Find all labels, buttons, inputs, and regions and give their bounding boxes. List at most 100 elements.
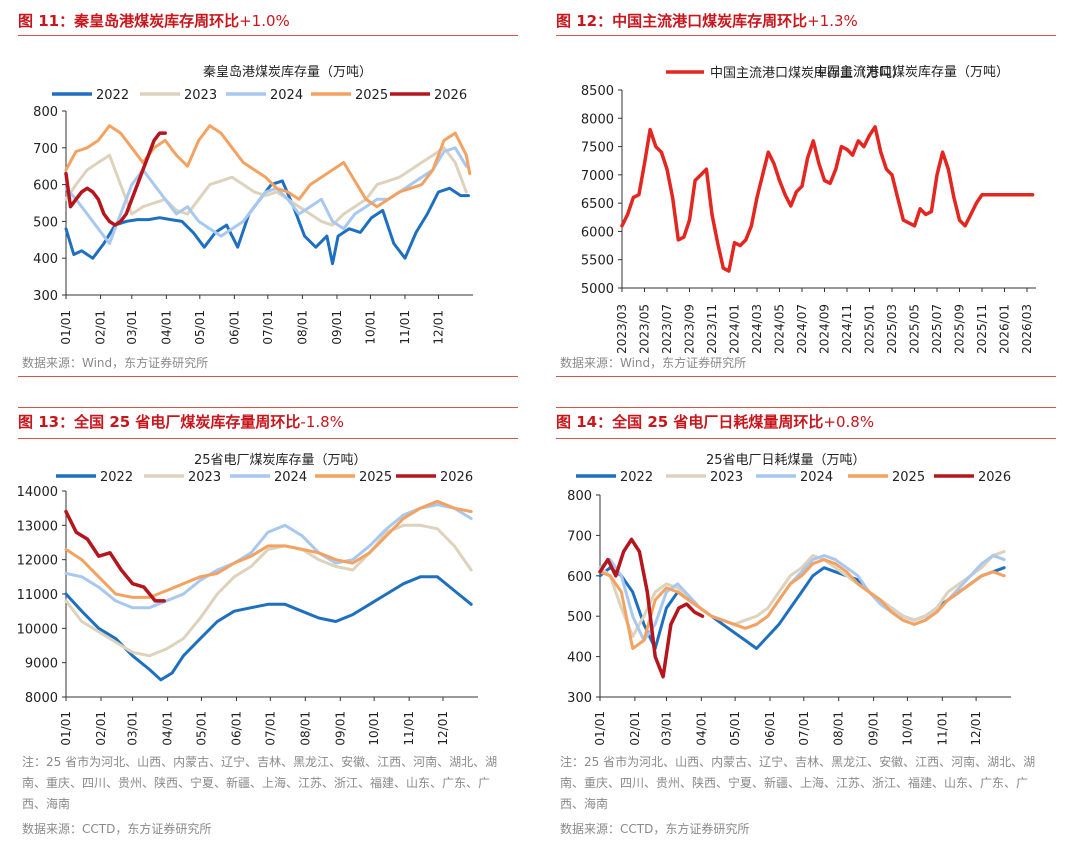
y-tick-label: 12000 [18,554,58,569]
chart-title: 秦皇岛港煤炭库存量（万吨） [203,64,372,80]
legend-label: 2025 [359,470,392,485]
y-tick-label: 9000 [25,657,58,672]
legend-label: 2024 [270,88,303,103]
x-tick-label: 02/01 [628,711,642,746]
x-tick-label: 2023/07 [660,304,674,354]
chart-main-port-inventory: 中国主流港口煤炭库存量（万吨） 5000 5500 6000 6500 7000 7500 8… [581,64,1036,354]
x-tick-label: 03/01 [659,711,673,746]
x-tick-label: 2023/11 [705,304,719,354]
x-tick-label: 2024/01 [728,304,742,354]
y-tick-label: 800 [567,489,592,504]
x-tick-label: 2024/09 [818,304,832,354]
legend-label: 2024 [800,470,833,485]
legend-label: 2026 [440,470,473,485]
source-note: 数据来源：CCTD，东方证券研究所 [22,822,212,836]
legend-label: 2024 [274,470,307,485]
x-tick-label: 11/01 [935,711,949,746]
title-divider [556,35,1056,36]
x-tick-label: 2026/03 [1020,304,1034,354]
legend-label: 2022 [620,470,653,485]
y-tick-label: 400 [567,651,592,666]
x-tick-label: 04/01 [161,711,175,746]
x-tick-label: 2025/11 [975,304,989,354]
y-tick-label: 8500 [581,84,614,99]
y-tick-label: 700 [33,142,58,157]
chart-title: 25省电厂日耗煤量（万吨） [706,453,866,468]
y-tick-label: 300 [567,691,592,706]
legend-label: 2022 [96,88,129,103]
series-line-2023 [64,523,473,658]
x-tick-label: 01/01 [59,711,73,746]
title-divider [556,407,1056,408]
province-note: 注：25 省市为河北、山西、内蒙古、辽宁、吉林、黑龙江、安徽、江西、河南、湖北、… [22,755,498,811]
title-divider [18,35,518,36]
series-line-2025 [64,499,473,599]
x-tick-label: 2025/05 [908,304,922,354]
x-tick-label: 10/01 [367,711,381,746]
x-tick-label: 05/01 [193,310,207,345]
x-tick-label: 09/01 [333,711,347,746]
y-tick-label: 800 [33,105,58,120]
x-tick-label: 05/01 [194,711,208,746]
chart-title: 中国主流港口煤炭库存量（万吨） [814,64,1009,80]
y-tick-label: 5500 [581,254,614,269]
source-note: 数据来源：CCTD，东方证券研究所 [560,822,750,836]
x-tick-label: 02/01 [94,711,108,746]
legend-label: 2023 [710,470,743,485]
x-tick-label: 06/01 [763,711,777,746]
x-tick-label: 02/01 [94,310,108,345]
series-line-2026 [598,537,705,679]
x-tick-label: 09/01 [330,310,344,345]
x-tick-label: 09/01 [867,711,881,746]
series-line-2025 [598,558,1006,650]
legend-label: 2026 [434,88,467,103]
figure-title: 图 13：全国 25 省电厂煤炭库存量周环比-1.8% [18,413,344,431]
series-line-2026 [64,509,166,603]
y-tick-label: 6500 [581,197,614,212]
series-line-2022 [64,575,473,682]
series-line-2024 [64,503,473,610]
chart-title: 25省电厂煤炭库存量（万吨） [194,452,367,468]
y-tick-label: 13000 [18,519,58,534]
x-tick-label: 01/01 [593,711,607,746]
bottom-divider [556,376,1056,377]
y-tick-label: 6000 [581,225,614,240]
y-tick-label: 600 [567,570,592,585]
y-tick-label: 400 [33,252,58,267]
bottom-divider [18,376,518,377]
legend-label: 2026 [978,470,1011,485]
x-tick-label: 2023/05 [638,304,652,354]
x-tick-label: 12/01 [969,711,983,746]
x-tick-label: 03/01 [125,310,139,345]
y-tick-label: 500 [567,610,592,625]
x-tick-label: 06/01 [227,310,241,345]
x-tick-label: 01/01 [59,310,73,345]
x-tick-label: 12/01 [436,711,450,746]
series-line-2023 [598,550,1006,638]
y-tick-label: 300 [33,289,58,304]
title-divider-lower [18,438,518,439]
panel-fig-12: 图 12：中国主流港口煤炭库存周环比+1.3% 中国主流港口煤炭库存量（万吨） 5… [556,8,1056,378]
figure-title: 图 12：中国主流港口煤炭库存周环比+1.3% [556,12,858,30]
y-tick-label: 700 [567,529,592,544]
x-tick-label: 06/01 [229,711,243,746]
y-tick-label: 14000 [18,485,58,500]
x-tick-label: 2025/09 [953,304,967,354]
x-tick-label: 10/01 [363,310,377,345]
province-note: 注：25 省市为河北、山西、内蒙古、辽宁、吉林、黑龙江、安徽、江西、河南、湖北、… [560,755,1036,811]
title-divider [18,407,518,408]
series-line- [620,125,1035,273]
y-tick-label: 11000 [18,588,58,603]
source-note: 数据来源：Wind，东方证券研究所 [22,356,209,370]
x-tick-label: 04/01 [159,310,173,345]
x-tick-label: 2024/05 [773,304,787,354]
panel-fig-11: 图 11：秦皇岛港煤炭库存周环比+1.0% 秦皇岛港煤炭库存量（万吨） 300 40… [18,8,518,378]
figure-title: 图 11：秦皇岛港煤炭库存周环比+1.0% [18,12,290,30]
series-line-2026 [64,131,167,227]
x-tick-label: 2024/07 [795,304,809,354]
x-tick-label: 2025/01 [863,304,877,354]
x-tick-label: 07/01 [797,711,811,746]
x-tick-label: 2026/01 [998,304,1012,354]
figure-title: 图 14：全国 25 省电厂日耗煤量周环比+0.8% [556,413,875,431]
y-tick-label: 7000 [581,169,614,184]
